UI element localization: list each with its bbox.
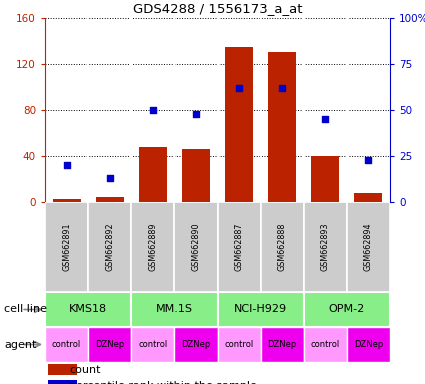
Bar bbox=[131, 292, 218, 327]
Bar bbox=[304, 327, 347, 362]
Bar bbox=[45, 327, 88, 362]
Text: GSM662891: GSM662891 bbox=[62, 223, 71, 271]
Bar bbox=[131, 327, 174, 362]
Bar bbox=[88, 202, 131, 292]
Text: KMS18: KMS18 bbox=[69, 305, 107, 314]
Bar bbox=[218, 292, 304, 327]
Bar bbox=[96, 197, 124, 202]
Text: GSM662894: GSM662894 bbox=[364, 223, 373, 271]
Bar bbox=[268, 53, 296, 202]
Bar bbox=[304, 292, 390, 327]
Bar bbox=[48, 380, 76, 384]
Bar bbox=[304, 202, 347, 292]
Bar bbox=[347, 327, 390, 362]
Point bbox=[235, 85, 242, 91]
Text: GSM662888: GSM662888 bbox=[278, 223, 287, 271]
Bar bbox=[45, 202, 88, 292]
Text: GSM662887: GSM662887 bbox=[235, 223, 244, 271]
Text: OPM-2: OPM-2 bbox=[329, 305, 365, 314]
Text: percentile rank within the sample: percentile rank within the sample bbox=[69, 381, 257, 384]
Bar bbox=[311, 156, 339, 202]
Bar bbox=[347, 202, 390, 292]
Bar bbox=[218, 327, 261, 362]
Bar bbox=[182, 149, 210, 202]
Text: DZNep: DZNep bbox=[181, 340, 210, 349]
Bar bbox=[261, 202, 304, 292]
Text: GSM662893: GSM662893 bbox=[321, 223, 330, 271]
Text: cell line: cell line bbox=[4, 305, 47, 314]
Text: control: control bbox=[52, 340, 81, 349]
Point bbox=[365, 157, 372, 163]
Point bbox=[150, 107, 156, 113]
Bar bbox=[218, 202, 261, 292]
Bar bbox=[131, 202, 174, 292]
Bar bbox=[174, 202, 218, 292]
Text: NCI-H929: NCI-H929 bbox=[234, 305, 287, 314]
Point bbox=[106, 175, 113, 181]
Bar bbox=[139, 147, 167, 202]
Point bbox=[193, 111, 199, 117]
Text: DZNep: DZNep bbox=[95, 340, 124, 349]
Bar bbox=[88, 327, 131, 362]
Text: GSM662892: GSM662892 bbox=[105, 223, 114, 271]
Point bbox=[322, 116, 329, 122]
Text: DZNep: DZNep bbox=[268, 340, 297, 349]
Text: MM.1S: MM.1S bbox=[156, 305, 193, 314]
Bar bbox=[225, 47, 253, 202]
Point bbox=[63, 162, 70, 168]
Bar bbox=[45, 292, 131, 327]
Text: control: control bbox=[138, 340, 167, 349]
Title: GDS4288 / 1556173_a_at: GDS4288 / 1556173_a_at bbox=[133, 2, 302, 15]
Text: agent: agent bbox=[4, 339, 37, 349]
Bar bbox=[261, 327, 304, 362]
Text: control: control bbox=[224, 340, 254, 349]
Bar bbox=[354, 193, 382, 202]
Text: control: control bbox=[311, 340, 340, 349]
Point bbox=[279, 85, 286, 91]
Text: DZNep: DZNep bbox=[354, 340, 383, 349]
Bar bbox=[174, 327, 218, 362]
Bar bbox=[53, 199, 81, 202]
Text: GSM662890: GSM662890 bbox=[191, 223, 201, 271]
Bar bbox=[48, 364, 76, 376]
Text: GSM662889: GSM662889 bbox=[148, 223, 157, 271]
Text: count: count bbox=[69, 365, 101, 375]
